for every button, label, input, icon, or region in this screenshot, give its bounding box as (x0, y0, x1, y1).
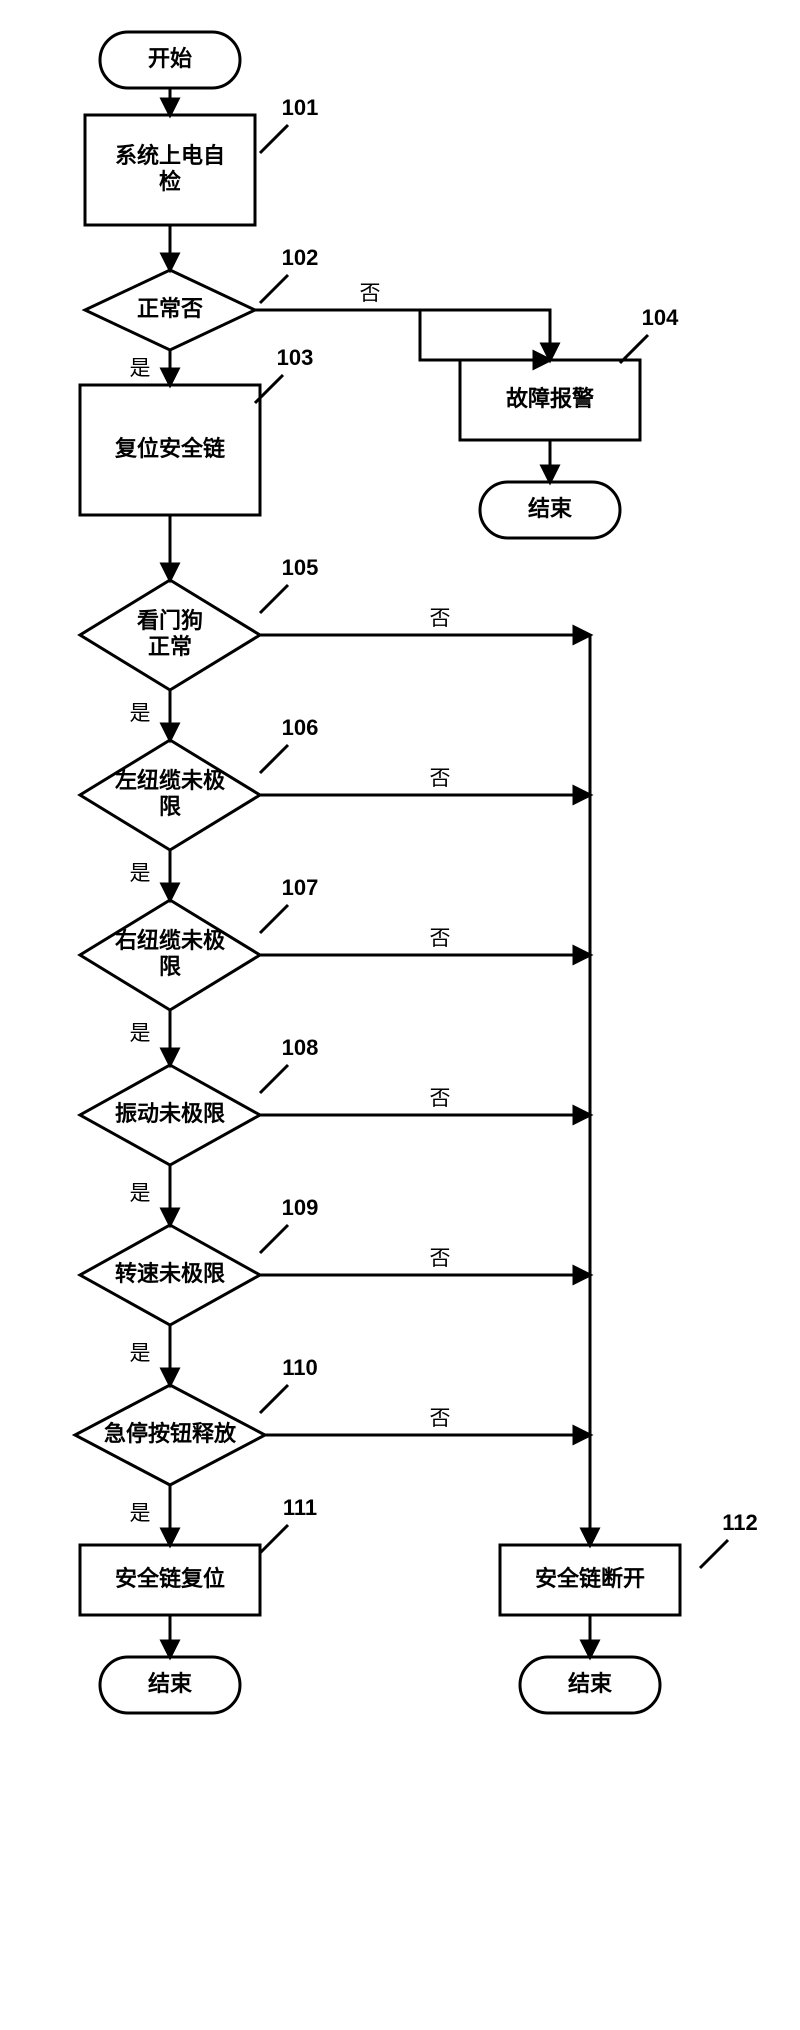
ref-101: 101 (260, 95, 318, 153)
node-n108: 振动未极限 (80, 1065, 260, 1165)
node-end111: 结束 (100, 1657, 240, 1713)
node-n111: 安全链复位 (80, 1545, 260, 1615)
svg-text:是: 是 (130, 357, 151, 380)
svg-text:否: 否 (430, 767, 451, 790)
svg-text:否: 否 (430, 1247, 451, 1270)
svg-text:振动未极限: 振动未极限 (115, 1101, 225, 1126)
edge: 是 (130, 1165, 171, 1225)
svg-text:正常否: 正常否 (137, 296, 203, 321)
svg-text:否: 否 (430, 1087, 451, 1110)
svg-text:故障报警: 故障报警 (506, 386, 594, 411)
svg-text:急停按钮释放: 急停按钮释放 (104, 1421, 237, 1446)
svg-text:否: 否 (360, 282, 381, 305)
svg-text:112: 112 (722, 1510, 758, 1535)
edge: 是 (130, 1010, 171, 1065)
svg-text:开始: 开始 (148, 46, 192, 71)
svg-text:是: 是 (130, 702, 151, 725)
svg-text:否: 否 (430, 607, 451, 630)
node-start: 开始 (100, 32, 240, 88)
node-n109: 转速未极限 (80, 1225, 260, 1325)
ref-110: 110 (260, 1355, 318, 1413)
node-n107: 右纽缆未极限 (80, 900, 260, 1010)
svg-text:是: 是 (130, 1502, 151, 1525)
edge: 是 (130, 850, 171, 900)
ref-103: 103 (255, 345, 313, 403)
svg-text:102: 102 (282, 245, 319, 270)
ref-106: 106 (260, 715, 318, 773)
edge: 是 (130, 1485, 171, 1545)
ref-112: 112 (700, 1510, 758, 1568)
svg-text:看门狗: 看门狗 (137, 608, 203, 633)
svg-text:111: 111 (283, 1495, 317, 1520)
node-n112: 安全链断开 (500, 1545, 680, 1615)
svg-text:结束: 结束 (148, 1671, 193, 1696)
svg-text:转速未极限: 转速未极限 (115, 1261, 225, 1286)
ref-102: 102 (260, 245, 318, 303)
node-n101: 系统上电自检 (85, 115, 255, 225)
svg-text:左纽缆未极: 左纽缆未极 (115, 768, 226, 793)
svg-text:105: 105 (282, 555, 319, 580)
svg-text:否: 否 (430, 1407, 451, 1430)
flowchart: 开始系统上电自检101正常否102复位安全链103故障报警104结束看门狗正常1… (20, 20, 800, 2010)
svg-text:否: 否 (430, 927, 451, 950)
ref-111: 111 (260, 1495, 317, 1553)
svg-text:结束: 结束 (528, 496, 573, 521)
node-n102: 正常否 (85, 270, 255, 350)
ref-108: 108 (260, 1035, 318, 1093)
svg-text:安全链断开: 安全链断开 (535, 1566, 645, 1591)
node-end112: 结束 (520, 1657, 660, 1713)
edge: 是 (130, 350, 171, 385)
ref-109: 109 (260, 1195, 318, 1253)
svg-text:108: 108 (282, 1035, 319, 1060)
svg-text:101: 101 (282, 95, 319, 120)
svg-text:检: 检 (159, 169, 181, 194)
svg-text:安全链复位: 安全链复位 (115, 1566, 225, 1591)
svg-text:是: 是 (130, 1022, 151, 1045)
node-n105: 看门狗正常 (80, 580, 260, 690)
no-bus: 否否否否否否 (260, 607, 590, 1545)
node-n110: 急停按钮释放 (75, 1385, 265, 1485)
svg-text:是: 是 (130, 1182, 151, 1205)
node-n104: 故障报警 (460, 360, 640, 440)
svg-text:109: 109 (282, 1195, 319, 1220)
svg-text:系统上电自: 系统上电自 (115, 143, 225, 168)
ref-107: 107 (260, 875, 318, 933)
edge: 是 (130, 1325, 171, 1385)
node-n103: 复位安全链 (80, 385, 260, 515)
svg-text:正常: 正常 (148, 634, 192, 659)
svg-text:110: 110 (282, 1355, 318, 1380)
svg-text:右纽缆未极: 右纽缆未极 (115, 928, 226, 953)
svg-text:结束: 结束 (568, 1671, 613, 1696)
svg-text:106: 106 (282, 715, 319, 740)
ref-104: 104 (620, 305, 679, 363)
edge: 是 (130, 690, 171, 740)
svg-text:104: 104 (642, 305, 679, 330)
svg-text:限: 限 (159, 794, 181, 819)
svg-text:107: 107 (282, 875, 319, 900)
svg-text:限: 限 (159, 954, 181, 979)
svg-text:复位安全链: 复位安全链 (114, 436, 225, 461)
svg-text:103: 103 (277, 345, 314, 370)
node-n106: 左纽缆未极限 (80, 740, 260, 850)
node-end104: 结束 (480, 482, 620, 538)
ref-105: 105 (260, 555, 318, 613)
svg-text:是: 是 (130, 862, 151, 885)
svg-text:是: 是 (130, 1342, 151, 1365)
